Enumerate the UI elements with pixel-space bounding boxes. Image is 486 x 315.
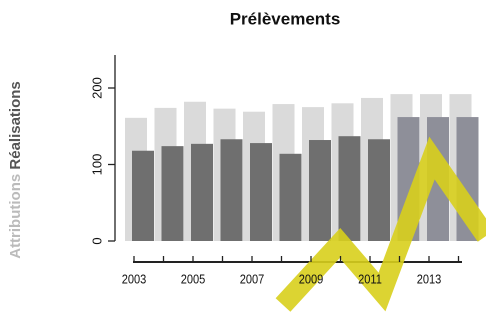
bar xyxy=(280,154,302,241)
x-tick-label: 2009 xyxy=(299,272,324,287)
x-tick-label: 2005 xyxy=(181,272,206,287)
x-tick-label: 2013 xyxy=(417,272,442,287)
x-tick-label: 2007 xyxy=(240,272,265,287)
y-axis-label: Attributions Réalisations xyxy=(7,81,24,259)
y-tick-label: 0 xyxy=(89,237,104,244)
bar xyxy=(339,136,361,241)
bar xyxy=(132,151,154,241)
x-tick-label: 2011 xyxy=(358,272,382,287)
y-tick-label: 100 xyxy=(89,154,104,176)
x-tick-label: 2003 xyxy=(122,272,147,287)
bar xyxy=(250,143,272,241)
bar xyxy=(191,144,213,241)
bar xyxy=(221,139,243,241)
bar xyxy=(368,139,390,241)
chart: Prélèvements Attributions Réalisations 0… xyxy=(0,0,486,315)
y-tick-label: 200 xyxy=(89,77,104,99)
y-label-dark: Réalisations xyxy=(7,81,24,169)
y-label-light: Attributions xyxy=(7,174,24,259)
bar xyxy=(162,146,184,241)
bar xyxy=(309,140,331,241)
chart-title: Prélèvements xyxy=(230,9,341,28)
